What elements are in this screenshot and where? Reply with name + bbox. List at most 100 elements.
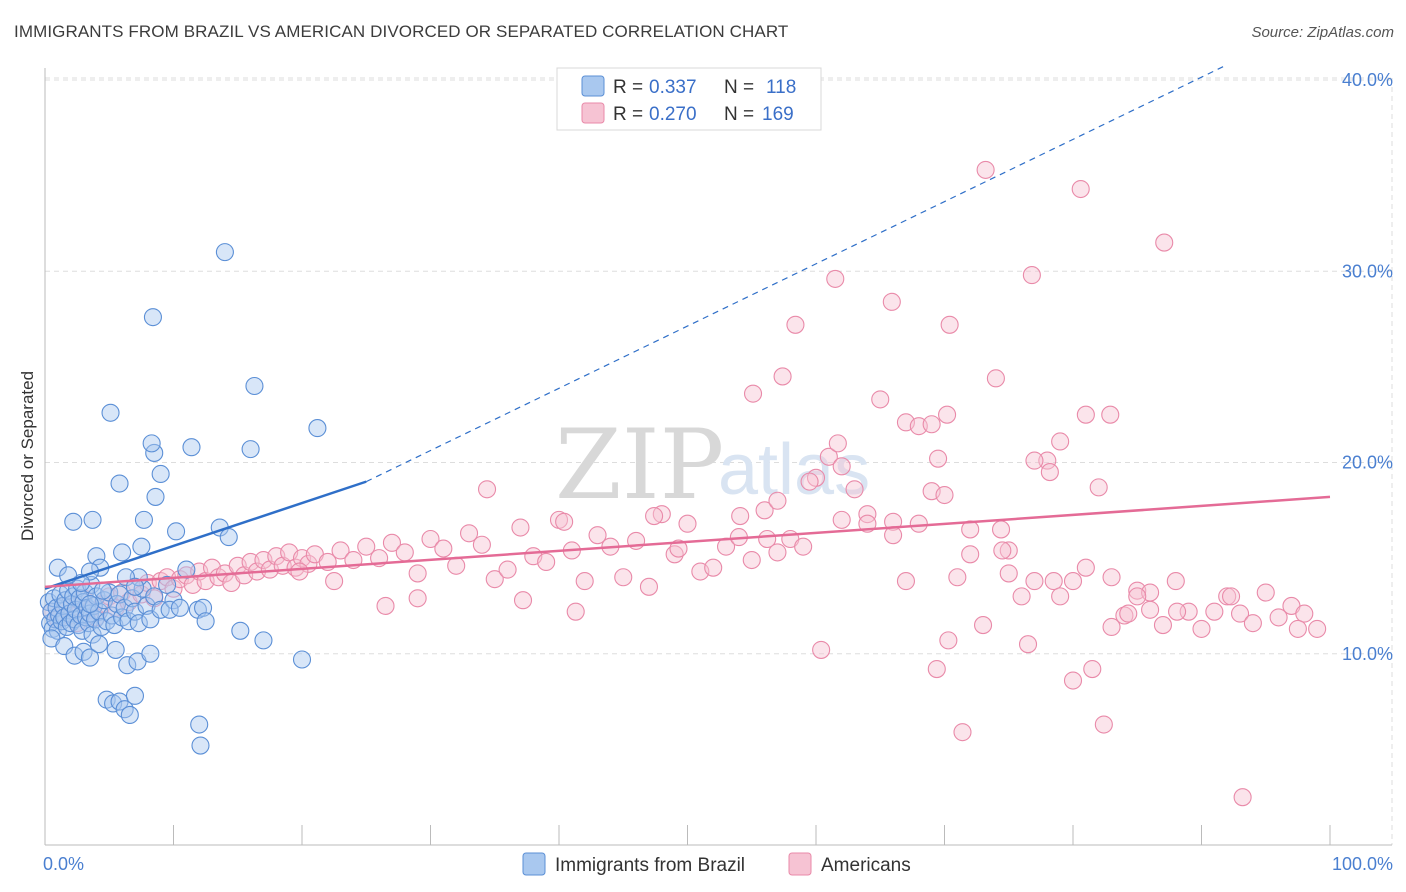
americans-point-151 <box>1222 587 1241 606</box>
brazil-point-54 <box>137 596 156 615</box>
bottom-legend-label-brazil: Immigrants from Brazil <box>555 855 745 876</box>
americans-point-76 <box>755 501 774 520</box>
americans-point-100 <box>1063 572 1083 591</box>
source-label: Source: ZipAtlas.com <box>1251 24 1394 41</box>
brazil-point-74 <box>120 705 139 725</box>
americans-point-178 <box>896 572 916 591</box>
americans-point-56 <box>498 560 517 579</box>
americans-point-52 <box>447 556 466 575</box>
americans-point-141 <box>993 541 1012 560</box>
americans-point-140 <box>991 520 1011 539</box>
bottom-legend: Immigrants from Brazil Americans <box>522 852 911 876</box>
americans-point-161 <box>325 572 344 591</box>
americans-point-77 <box>768 543 787 562</box>
brazil-point-44 <box>105 616 124 635</box>
legend-n-label-1: N = <box>724 77 754 98</box>
americans-point-152 <box>1288 619 1307 638</box>
brazil-point-103 <box>143 308 162 327</box>
brazil-point-66 <box>106 640 125 659</box>
americans-point-91 <box>948 568 967 587</box>
watermark-atlas: atlas <box>718 430 870 510</box>
axes <box>44 68 1392 846</box>
brazil-point-87 <box>132 537 151 556</box>
americans-point-137 <box>832 457 851 476</box>
americans-point-115 <box>1256 583 1275 602</box>
americans-point-172 <box>961 545 980 564</box>
americans-point-158 <box>513 591 533 610</box>
americans-point-65 <box>614 568 633 587</box>
brazil-point-59 <box>164 591 183 610</box>
americans-point-114 <box>1243 614 1262 633</box>
brazil-point-93 <box>167 522 186 541</box>
americans-point-170 <box>884 526 903 545</box>
brazil-point-85 <box>113 543 132 562</box>
americans-point-48 <box>395 543 414 562</box>
americans-point-135 <box>1040 463 1059 482</box>
brazil-point-102 <box>101 403 120 422</box>
bottom-legend-swatch-americans <box>788 852 812 876</box>
americans-point-75 <box>742 550 761 570</box>
americans-point-96 <box>1012 587 1031 606</box>
legend-r-label-2: R = <box>613 104 643 125</box>
americans-point-63 <box>588 526 607 545</box>
brazil-point-105 <box>93 581 112 600</box>
brazil-point-82 <box>87 547 106 566</box>
americans-point-174 <box>1051 587 1070 606</box>
americans-point-68 <box>652 505 671 524</box>
americans-point-153 <box>1168 602 1187 621</box>
americans-point-59 <box>537 552 556 572</box>
americans-point-139 <box>768 491 787 510</box>
americans-point-123 <box>1022 266 1041 285</box>
americans-point-177 <box>1128 587 1147 606</box>
americans-point-79 <box>794 537 813 556</box>
americans-point-128 <box>773 367 792 386</box>
americans-point-98 <box>1038 451 1057 470</box>
americans-point-81 <box>819 447 838 466</box>
americans-point-107 <box>1153 616 1172 635</box>
americans-point-126 <box>940 315 959 334</box>
americans-point-163 <box>477 480 497 499</box>
americans-point-121 <box>1071 179 1090 199</box>
americans-point-166 <box>669 539 688 558</box>
americans-point-113 <box>1231 604 1250 623</box>
americans-point-97 <box>1025 572 1044 591</box>
legend-r-value-1: 0.337 <box>649 77 697 98</box>
americans-point-54 <box>472 535 491 554</box>
brazil-point-114 <box>231 621 250 640</box>
brazil-point-51 <box>125 602 144 621</box>
americans-point-162 <box>290 562 309 581</box>
brazil-point-58 <box>158 575 177 594</box>
americans-point-145 <box>953 723 972 742</box>
americans-point-131 <box>922 415 941 434</box>
brazil-point-90 <box>142 434 161 453</box>
americans-point-159 <box>408 589 427 608</box>
brazil-point-101 <box>292 650 312 669</box>
americans-point-99 <box>1051 432 1070 451</box>
brazil-point-76 <box>190 715 209 734</box>
americans-point-142 <box>1044 572 1063 591</box>
americans-point-157 <box>566 602 585 621</box>
americans-point-176 <box>1102 568 1121 587</box>
brazil-point-52 <box>129 614 148 633</box>
americans-point-167 <box>731 506 750 526</box>
legend-n-value-2: 169 <box>762 104 794 125</box>
americans-point-156 <box>812 640 831 659</box>
americans-point-149 <box>1094 715 1113 734</box>
brazil-point-98 <box>245 376 264 396</box>
americans-point-72 <box>704 558 723 577</box>
brazil-point-100 <box>308 419 327 438</box>
series-americans <box>42 160 1327 807</box>
americans-point-101 <box>1076 405 1095 424</box>
americans-point-67 <box>639 577 659 596</box>
y-tick-label-0: 10.0% <box>1342 644 1393 664</box>
americans-point-120 <box>976 160 995 179</box>
americans-point-122 <box>1155 233 1174 252</box>
americans-point-82 <box>832 510 851 529</box>
legend-n-label-2: N = <box>724 104 754 125</box>
americans-point-103 <box>1102 617 1121 637</box>
brazil-trend-extension <box>365 64 1228 483</box>
brazil-point-78 <box>80 594 100 614</box>
americans-point-108 <box>1166 572 1185 591</box>
americans-point-175 <box>1076 558 1095 577</box>
americans-point-45 <box>357 537 376 556</box>
